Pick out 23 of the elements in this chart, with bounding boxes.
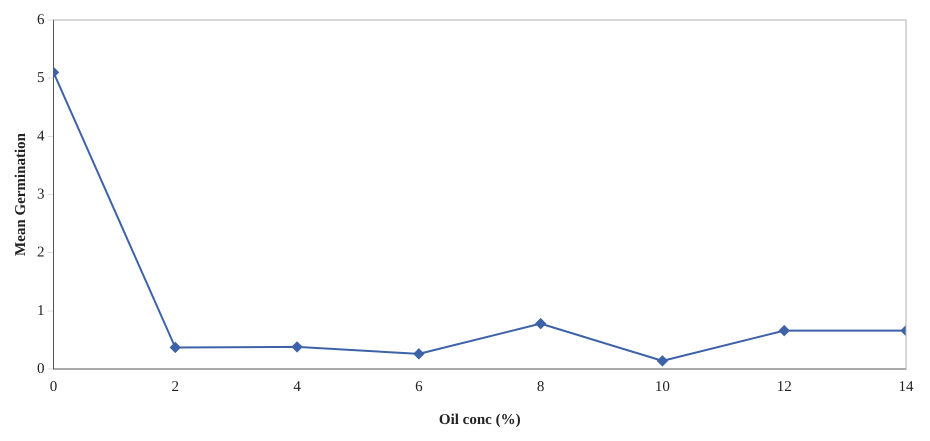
x-tick-label: 2 [172,378,180,395]
point [292,341,303,352]
x-tick-label: 14 [898,378,914,395]
x-tick-label: 12 [776,378,792,395]
y-tick-label: 6 [37,12,45,28]
x-tick-label: 10 [654,378,670,395]
y-tick-label: 0 [37,360,44,377]
y-axis-title: Mean Germination [12,132,29,256]
y-tick-label: 2 [37,244,44,261]
y-tick-label: 5 [37,70,44,86]
x-axis-title: Oil conc (%) [438,412,521,428]
y-tick-label: 1 [37,302,44,319]
x-tick-label: 0 [50,378,58,395]
point [535,318,546,330]
point [656,355,668,366]
y-tick-label: 4 [37,128,45,144]
point [778,325,790,336]
point [413,348,424,360]
x-tick-label: 4 [293,378,302,395]
y-tick-label: 3 [37,186,44,202]
x-tick-label: 8 [536,378,544,395]
point [170,342,181,353]
x-tick-label: 6 [415,378,424,395]
